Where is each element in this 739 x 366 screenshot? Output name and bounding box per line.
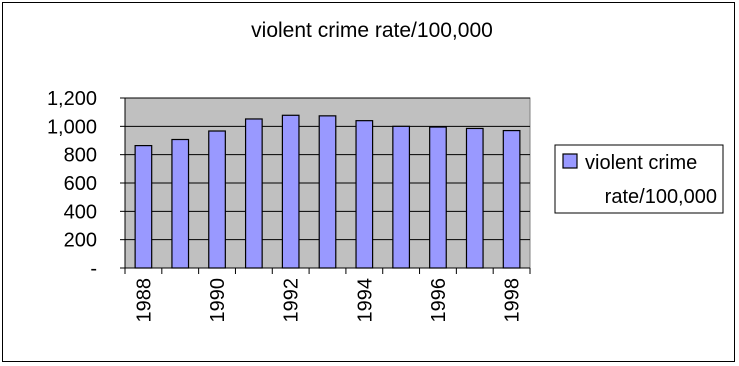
bar (281, 114, 300, 269)
bar (318, 115, 337, 269)
x-tick-label: 1996 (428, 278, 450, 323)
y-tick-label: 600 (64, 173, 97, 195)
y-tick-label: 800 (64, 145, 97, 167)
legend-label-line1: violent crime (585, 152, 697, 174)
legend-label-line2: rate/100,000 (605, 186, 717, 208)
y-tick-label: - (90, 258, 97, 280)
x-tick-label: 1992 (281, 278, 303, 323)
bar (244, 118, 263, 269)
bars (134, 114, 521, 269)
y-tick-label: 200 (64, 230, 97, 252)
x-tick-label: 1994 (354, 278, 376, 323)
legend: violent crime rate/100,000 (554, 144, 724, 214)
chart-title: violent crime rate/100,000 (251, 19, 493, 42)
x-tick-label: 1998 (502, 278, 524, 323)
y-axis: - 200 400 600 800 1,000 1,200 (47, 88, 126, 280)
legend-box (554, 144, 724, 214)
y-tick-label: 1,000 (47, 116, 97, 138)
y-tick-label: 1,200 (47, 88, 97, 110)
bar (355, 120, 374, 269)
bar (208, 130, 226, 269)
bar (465, 127, 484, 269)
x-tick-label: 1988 (133, 278, 155, 323)
bar (392, 125, 411, 269)
x-tick-label: 1990 (207, 278, 229, 323)
legend-swatch (562, 153, 578, 169)
bar (429, 126, 447, 269)
bar (502, 129, 521, 269)
bar (171, 138, 190, 269)
x-axis: 1988 1990 1992 1994 1996 1998 (124, 267, 531, 323)
y-tick-label: 400 (64, 201, 97, 223)
bar (134, 145, 153, 269)
